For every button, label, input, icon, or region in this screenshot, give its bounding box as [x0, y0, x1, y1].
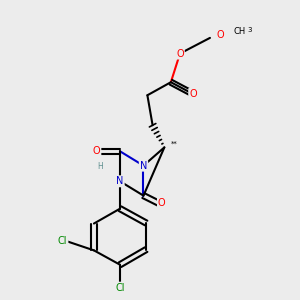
- Text: 3: 3: [248, 27, 252, 33]
- Text: O: O: [158, 198, 166, 208]
- Text: O: O: [176, 49, 184, 58]
- Text: N: N: [116, 176, 124, 186]
- Text: O: O: [217, 30, 224, 40]
- Text: O: O: [189, 89, 197, 99]
- Text: O: O: [93, 146, 101, 156]
- Text: **: **: [171, 140, 178, 146]
- Text: Cl: Cl: [115, 283, 125, 293]
- Text: CH: CH: [233, 27, 246, 36]
- Text: N: N: [140, 160, 147, 171]
- Text: Cl: Cl: [58, 236, 68, 246]
- Text: H: H: [98, 162, 103, 171]
